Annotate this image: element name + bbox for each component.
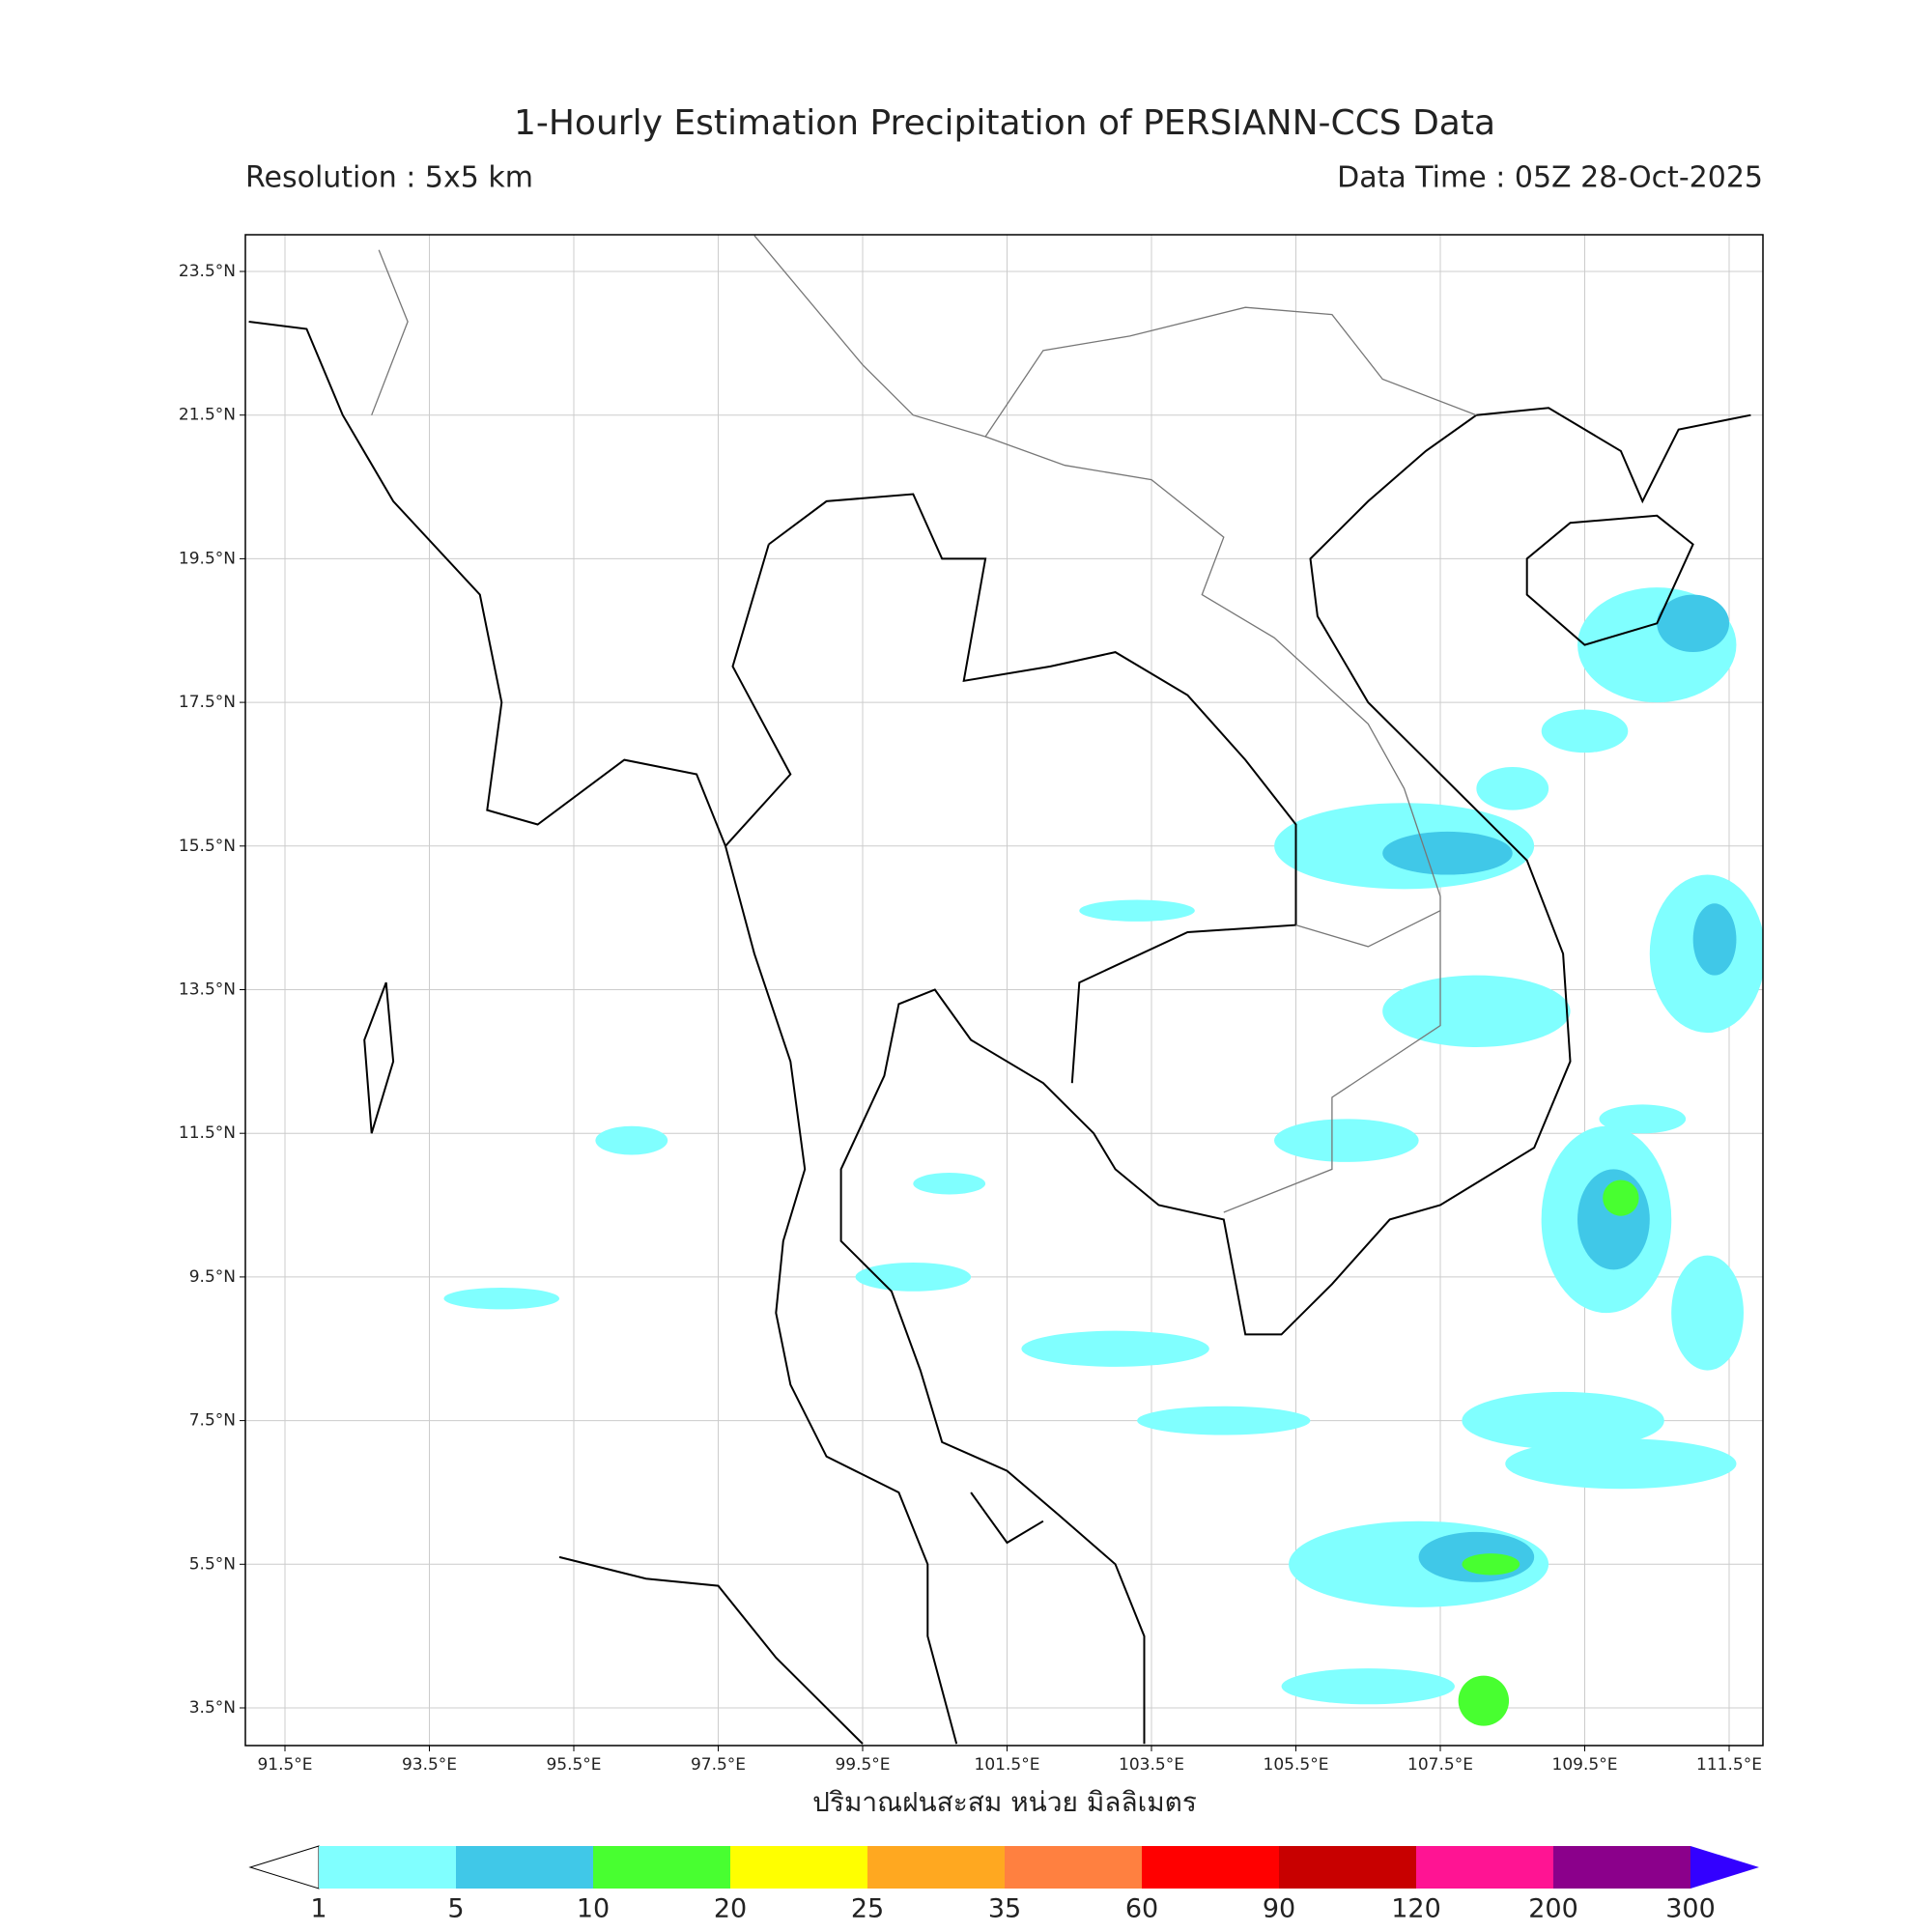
- thai-border: [970, 1492, 1044, 1545]
- border: [371, 249, 409, 415]
- rain-area: [1692, 903, 1737, 976]
- rain-area: [1603, 1179, 1639, 1216]
- map-area: 23.5°N 21.5°N 19.5°N 17.5°N 15.5°N 13.5°N 11.5…: [179, 235, 1763, 1775]
- colorbar-swatch: [593, 1846, 730, 1889]
- rain-area: [595, 1125, 668, 1155]
- rain-area: [1462, 1391, 1664, 1450]
- colorbar-label: ปริมาณฝนสะสม หน่วย มิลลิเมตร: [812, 1786, 1197, 1818]
- island: [363, 981, 395, 1134]
- colorbar-swatch: [1142, 1846, 1279, 1889]
- colorbar-swatch: [730, 1846, 867, 1889]
- colorbar-level: 300: [1665, 1894, 1716, 1924]
- lon-tick-label: 111.5°E: [1696, 1755, 1762, 1775]
- rain-area: [1382, 975, 1571, 1048]
- rain-area: [1505, 1438, 1737, 1490]
- colorbar-level: 200: [1528, 1894, 1578, 1924]
- colorbar-level: 25: [851, 1894, 884, 1924]
- rain-area: [1274, 1119, 1419, 1162]
- lon-tick-label: 105.5°E: [1264, 1755, 1329, 1775]
- lat-tick-label: 13.5°N: [179, 980, 236, 1000]
- lat-tick-label: 9.5°N: [189, 1267, 236, 1287]
- colorbar-level: 60: [1125, 1894, 1158, 1924]
- colorbar-level: 5: [447, 1894, 464, 1924]
- rain-area: [1541, 709, 1629, 753]
- map-frame: [244, 234, 1764, 1747]
- colorbar-under: [248, 1845, 320, 1889]
- rain-area: [855, 1263, 972, 1292]
- colorbar-swatch: [1416, 1846, 1553, 1889]
- rain-area: [1458, 1675, 1510, 1726]
- rain-area: [913, 1173, 986, 1195]
- colorbar-swatch: [1005, 1846, 1142, 1889]
- rain-area: [1462, 1553, 1520, 1576]
- lat-tick-label: 19.5°N: [179, 549, 236, 568]
- lat-tick-label: 17.5°N: [179, 693, 236, 712]
- lat-tick-label: 11.5°N: [179, 1123, 236, 1143]
- rain-area: [1599, 1104, 1687, 1134]
- coastline: [248, 321, 958, 1745]
- colorbar: 1 5 10 20 25 35 60 90 120 200 300: [248, 1845, 1759, 1924]
- rain-area: [1281, 1668, 1455, 1705]
- coastline: [839, 407, 1751, 1745]
- lat-tick-label: 23.5°N: [179, 262, 236, 281]
- colorbar-level: 10: [577, 1894, 610, 1924]
- lon-tick-label: 103.5°E: [1119, 1755, 1184, 1775]
- resolution: Resolution : 5x5 km: [245, 161, 533, 195]
- rain-area: [1657, 594, 1730, 653]
- border: [1295, 910, 1441, 948]
- rain-area: [1137, 1406, 1311, 1435]
- lon-tick-label: 93.5°E: [402, 1755, 457, 1775]
- colorbar-swatch: [319, 1846, 456, 1889]
- title: 1-Hourly Estimation Precipitation of PER…: [514, 103, 1495, 143]
- rain-area: [1476, 767, 1549, 810]
- rain-area: [1382, 831, 1513, 875]
- colorbar-swatch: [1553, 1846, 1690, 1889]
- lon-tick-label: 95.5°E: [546, 1755, 601, 1775]
- colorbar-swatch: [867, 1846, 1005, 1889]
- rain-area: [1079, 899, 1195, 922]
- thai-border: [768, 493, 1297, 1084]
- coastline: [558, 1555, 864, 1745]
- border: [753, 235, 1477, 438]
- colorbar-level: 1: [310, 1894, 327, 1924]
- lat-tick-label: 7.5°N: [189, 1411, 236, 1431]
- colorbar-level: 90: [1263, 1894, 1295, 1924]
- colorbar-level: 35: [988, 1894, 1021, 1924]
- border: [984, 436, 1441, 1213]
- rain-area: [1021, 1330, 1209, 1367]
- lon-tick-label: 109.5°E: [1552, 1755, 1618, 1775]
- colorbar-level: 120: [1391, 1894, 1441, 1924]
- rain-area: [1671, 1255, 1744, 1371]
- lat-tick-label: 3.5°N: [189, 1698, 236, 1718]
- lat-tick-label: 15.5°N: [179, 837, 236, 856]
- map-content: [245, 235, 1763, 1746]
- colorbar-level: 20: [714, 1894, 747, 1924]
- lon-tick-label: 97.5°E: [691, 1755, 746, 1775]
- thai-border: [724, 544, 792, 847]
- lon-tick-label: 91.5°E: [257, 1755, 312, 1775]
- colorbar-over: [1690, 1846, 1759, 1889]
- colorbar-swatch: [456, 1846, 593, 1889]
- lat-tick-label: 5.5°N: [189, 1554, 236, 1574]
- lon-tick-label: 99.5°E: [835, 1755, 890, 1775]
- lon-tick-label: 107.5°E: [1407, 1755, 1473, 1775]
- rain-area: [443, 1288, 560, 1310]
- data-time: Data Time : 05Z 28-Oct-2025: [1337, 161, 1763, 195]
- lat-tick-label: 21.5°N: [179, 406, 236, 425]
- lon-tick-label: 101.5°E: [975, 1755, 1040, 1775]
- colorbar-swatch: [1279, 1846, 1416, 1889]
- island: [1525, 514, 1694, 646]
